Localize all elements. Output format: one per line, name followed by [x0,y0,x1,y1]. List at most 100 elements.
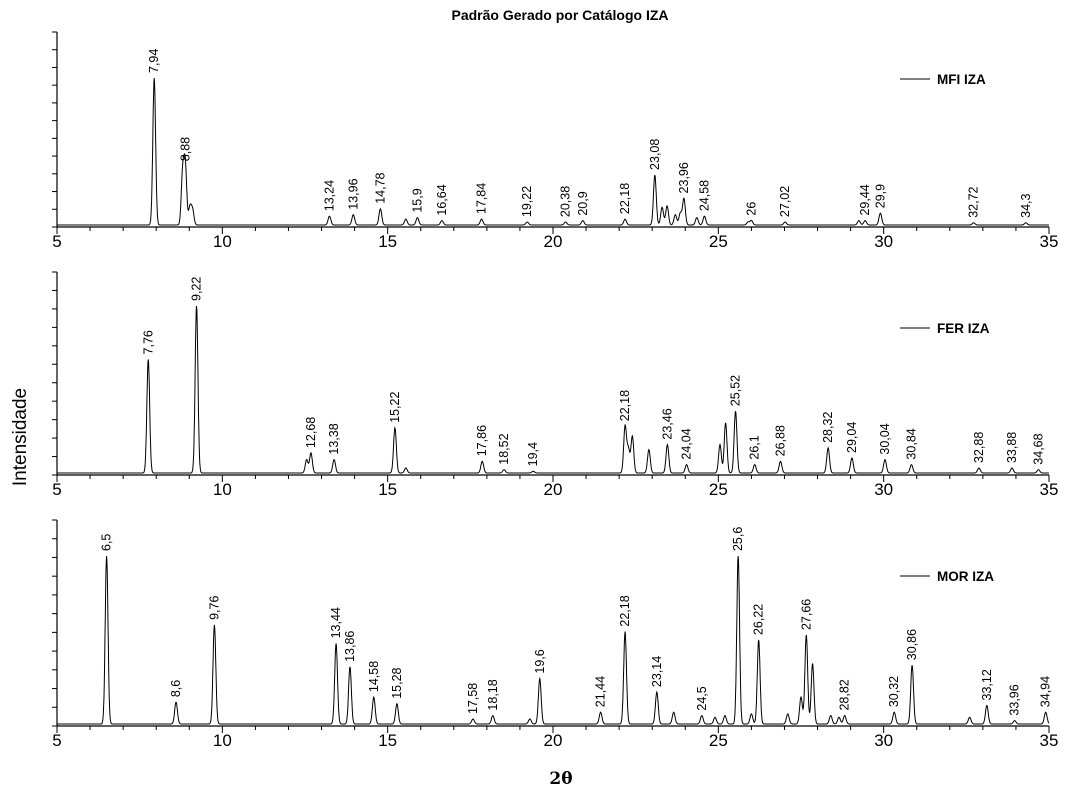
y-axis-label: Intensidade [10,388,31,486]
peak-label: 28,82 [838,679,852,710]
peak-label: 19,6 [533,649,547,673]
peak-label: 7,94 [147,49,161,73]
x-tick-label: 35 [1040,731,1059,750]
peak-label: 13,38 [327,423,341,454]
peak-label: 30,32 [887,676,901,707]
x-tick-label: 35 [1040,480,1059,499]
peak-label: 24,58 [697,180,711,211]
pattern-line [57,305,1049,474]
peak-label: 25,52 [729,375,743,406]
peak-label: 24,04 [680,428,694,459]
peak-label: 26,22 [752,604,766,635]
peak-label: 15,9 [410,188,424,212]
peak-label: 28,32 [821,412,835,443]
x-tick-label: 5 [52,232,61,251]
peak-label: 12,68 [304,417,318,448]
panels: 5 10 15 20 25 30 35 7,94 8,88 13,24 13,96 14,78 15,9… [52,31,1059,750]
peak-label: 29,04 [845,422,859,453]
peak-label: 30,84 [904,428,918,459]
peak-label: 13,86 [343,631,357,662]
peak-label: 30,86 [905,629,919,660]
peak-label: 27,66 [799,599,813,630]
x-tick-label: 25 [709,731,728,750]
x-tick-label: 25 [709,480,728,499]
peak-label: 22,18 [618,390,632,421]
peak-label: 19,22 [520,186,534,217]
peak-label: 22,18 [618,595,632,626]
peak-label: 33,88 [1005,432,1019,463]
peak-label: 24,5 [695,686,709,710]
peak-label: 8,88 [178,137,192,161]
peak-label: 23,96 [677,162,691,193]
x-tick-label: 15 [378,232,397,251]
peak-label: 32,72 [967,186,981,217]
peak-label: 29,9 [873,184,887,208]
peak-label: 6,5 [100,534,114,551]
x-tick-label: 20 [544,480,563,499]
peak-label: 25,6 [731,527,745,551]
peak-label: 23,46 [660,408,674,439]
peak-label: 17,84 [475,183,489,214]
legend-label: MOR IZA [937,569,994,584]
x-tick-label: 5 [52,480,61,499]
legend-label: FER IZA [937,321,990,336]
chart-title: Padrão Gerado por Catálogo IZA [451,7,668,23]
peak-label: 8,6 [169,680,183,697]
x-tick-label: 25 [709,232,728,251]
peak-label: 26,1 [748,435,762,459]
x-tick-label: 10 [213,480,232,499]
peak-label: 16,64 [435,184,449,215]
peak-label: 14,78 [373,172,387,203]
peak-label: 17,58 [466,683,480,714]
x-tick-label: 30 [874,232,893,251]
pattern-line [57,77,1049,226]
x-tick-label: 15 [378,731,397,750]
peak-label: 33,96 [1008,684,1022,715]
x-tick-label: 15 [378,480,397,499]
peak-label: 20,9 [576,191,590,215]
peak-label: 30,04 [878,423,892,454]
peak-label: 19,4 [526,442,540,466]
peak-label: 29,44 [858,184,872,215]
x-tick-label: 20 [544,731,563,750]
peak-label: 27,02 [778,186,792,217]
peak-label: 34,3 [1019,193,1033,217]
peak-label: 32,88 [972,432,986,463]
peak-label: 33,12 [980,669,994,700]
peak-label: 34,68 [1031,433,1045,464]
peak-label: 21,44 [594,676,608,707]
peak-label: 14,58 [367,661,381,692]
pattern-line [57,555,1050,725]
peak-label: 22,18 [618,183,632,214]
peak-label: 9,22 [190,277,204,301]
panel-2: 5 10 15 20 25 30 35 7,76 9,22 12,68 13,38 15,22 17,8… [52,271,1059,499]
peak-label: 13,24 [322,180,336,211]
peak-label: 7,76 [141,330,155,354]
x-tick-label: 10 [213,232,232,251]
peak-label: 13,44 [329,607,343,638]
peak-label: 15,22 [388,392,402,423]
peak-label: 18,52 [497,433,511,464]
peak-label: 34,94 [1039,676,1053,707]
x-tick-label: 5 [52,731,61,750]
x-tick-label: 20 [544,232,563,251]
peak-label: 18,18 [486,679,500,710]
x-tick-label: 30 [874,731,893,750]
x-tick-label: 10 [213,731,232,750]
peak-label: 13,96 [346,178,360,209]
peak-label: 26 [744,202,758,216]
peak-label: 23,08 [648,139,662,170]
peak-label: 20,38 [559,186,573,217]
peak-label: 23,14 [650,656,664,687]
x-axis-label: 2θ [549,769,572,789]
peak-label: 26,88 [774,425,788,456]
peak-label: 17,86 [475,425,489,456]
x-tick-label: 35 [1040,232,1059,251]
panel-1: 5 10 15 20 25 30 35 7,94 8,88 13,24 13,96 14,78 15,9… [52,31,1059,251]
legend-label: MFI IZA [937,72,986,87]
x-tick-label: 30 [874,480,893,499]
peak-label: 15,28 [390,667,404,698]
peak-label: 9,76 [207,596,221,620]
